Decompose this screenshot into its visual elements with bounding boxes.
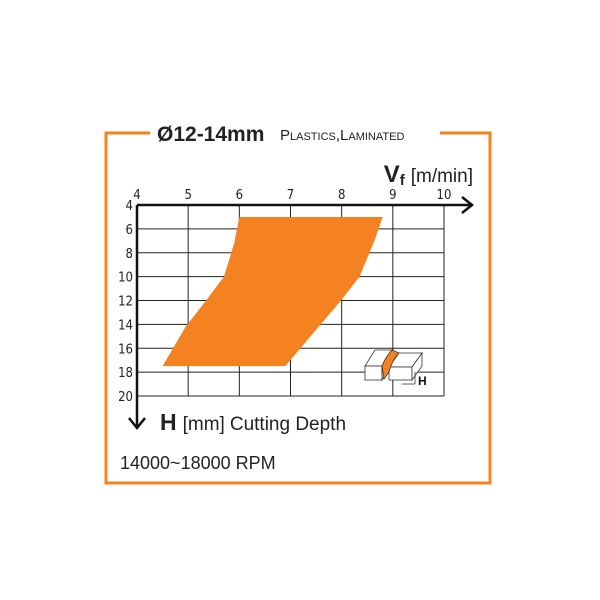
y-axis-symbol: H [160, 409, 177, 435]
x-tick-label: 7 [287, 188, 294, 203]
x-tick-label: 8 [338, 188, 345, 203]
frame-border [104, 131, 492, 485]
y-tick-label: 14 [118, 318, 133, 333]
y-axis-label: H [mm] Cutting Depth [160, 409, 346, 435]
x-tick-label: 4 [133, 188, 140, 203]
x-axis-symbol: V [384, 161, 400, 188]
x-axis-label: Vf [m/min] [384, 161, 473, 189]
x-axis-subscript: f [400, 172, 406, 189]
x-tick-label: 5 [184, 188, 191, 203]
y-tick-label: 6 [126, 223, 133, 238]
y-axis-arrow [128, 417, 146, 431]
y-axis-text: Cutting Depth [230, 414, 346, 435]
x-axis-arrow [461, 196, 475, 214]
y-tick-label: 12 [118, 295, 133, 310]
y-tick-label: 4 [126, 199, 133, 214]
title-sub: Plastics,Laminated [280, 127, 404, 144]
ticks: 4 5 6 7 8 9 10 4 6 8 10 12 14 16 18 20 [118, 188, 451, 405]
y-tick-label: 20 [118, 390, 133, 405]
rpm-label: 14000~18000 RPM [120, 453, 276, 473]
recommended-region [162, 216, 383, 367]
x-tick-label: 9 [389, 188, 396, 203]
cutting-depth-workpiece-icon: H [364, 348, 427, 388]
y-tick-label: 16 [118, 342, 133, 357]
y-tick-label: 18 [118, 366, 133, 381]
x-axis-unit: [m/min] [411, 166, 473, 187]
title-main: Ø12-14mm [157, 123, 264, 146]
y-axis-unit: [mm] [183, 414, 225, 435]
y-tick-label: 8 [126, 247, 133, 262]
x-tick-label: 10 [437, 188, 452, 203]
x-tick-label: 6 [236, 188, 243, 203]
y-tick-label: 10 [118, 271, 133, 286]
workpiece-h-label: H [418, 374, 427, 388]
axes [128, 196, 475, 431]
